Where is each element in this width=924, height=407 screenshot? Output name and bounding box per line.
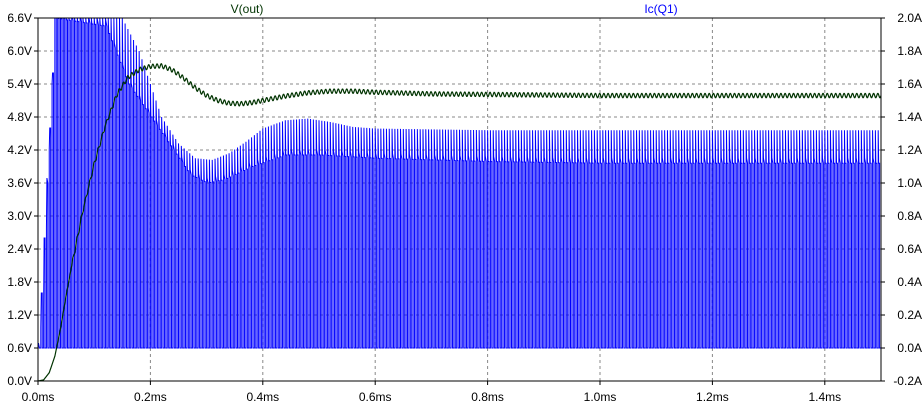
- plot-frame: [37, 17, 882, 382]
- right-tick-label: 1.8A: [897, 44, 922, 58]
- right-tick-label: 0.2A: [897, 308, 922, 322]
- right-tick-label: 0.8A: [897, 209, 922, 223]
- right-tick-label: 1.4A: [897, 110, 922, 124]
- left-tick-label: 1.2V: [7, 308, 32, 322]
- left-tick-label: 1.8V: [7, 275, 32, 289]
- x-tick-label: 1.0ms: [584, 390, 617, 404]
- left-tick-label: 0.0V: [7, 374, 32, 388]
- left-tick-label: 5.4V: [7, 77, 32, 91]
- x-tick-label: 1.4ms: [808, 390, 841, 404]
- left-tick-label: 3.6V: [7, 176, 32, 190]
- right-tick-label: 0.6A: [897, 242, 922, 256]
- left-axis-ticks: 0.0V 0.6V 1.2V 1.8V 2.4V 3.0V 3.6V 4.2V 4.8V 5.4V…: [7, 11, 38, 388]
- series-layer: [38, 18, 881, 381]
- series-vout-trace: [38, 63, 881, 381]
- left-tick-label: 4.8V: [7, 110, 32, 124]
- right-tick-label: 2.0A: [897, 11, 922, 25]
- right-tick-label: 1.6A: [897, 77, 922, 91]
- right-tick-label: 0.4A: [897, 275, 922, 289]
- left-tick-label: 2.4V: [7, 242, 32, 256]
- left-tick-label: 3.0V: [7, 209, 32, 223]
- x-tick-label: 0.0ms: [22, 390, 55, 404]
- left-tick-label: 0.6V: [7, 341, 32, 355]
- x-tick-label: 0.6ms: [359, 390, 392, 404]
- right-tick-label: -0.2A: [893, 374, 922, 388]
- left-tick-label: 4.2V: [7, 143, 32, 157]
- right-axis-ticks: -0.2A 0.0A 0.2A 0.4A 0.6A 0.8A 1.0A 1.2A 1.4A 1.6…: [881, 11, 922, 388]
- right-tick-label: 0.0A: [897, 341, 922, 355]
- x-tick-label: 1.2ms: [696, 390, 729, 404]
- x-tick-label: 0.8ms: [471, 390, 504, 404]
- legend-icq1: Ic(Q1): [644, 2, 677, 16]
- x-tick-label: 0.2ms: [134, 390, 167, 404]
- x-axis-ticks: 0.0ms 0.2ms 0.4ms 0.6ms 0.8ms 1.0ms 1.2ms 1.4ms: [22, 381, 841, 404]
- left-tick-label: 6.6V: [7, 11, 32, 25]
- right-tick-label: 1.0A: [897, 176, 922, 190]
- x-tick-label: 0.4ms: [246, 390, 279, 404]
- legend-vout: V(out): [231, 2, 264, 16]
- right-tick-label: 1.2A: [897, 143, 922, 157]
- left-tick-label: 6.0V: [7, 44, 32, 58]
- series-ic-q1-trace: [38, 18, 881, 349]
